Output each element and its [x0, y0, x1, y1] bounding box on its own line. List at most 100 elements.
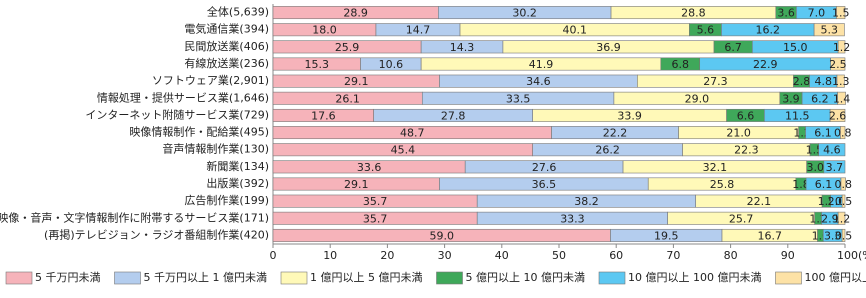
legend-item: 5 億円以上 10 億円未満 — [436, 271, 586, 285]
value-label: 29.0 — [685, 92, 710, 105]
category-label: 映像・音声・文字情報制作に附帯するサービス業(171) — [0, 210, 269, 224]
value-label: 2.8 — [793, 75, 811, 88]
value-label: 25.7 — [729, 212, 754, 225]
category-label: 情報処理・提供サービス業(1,646) — [97, 90, 269, 104]
bar-segment — [840, 177, 846, 191]
x-tick-label: 30 — [438, 249, 452, 262]
value-label: 27.6 — [532, 161, 557, 174]
value-label: 33.3 — [560, 212, 585, 225]
value-label: 2.5 — [829, 58, 847, 71]
value-label: 28.8 — [681, 7, 706, 20]
value-label: 3.7 — [826, 161, 844, 174]
value-label: 1.2 — [833, 212, 851, 225]
value-label: 3.9 — [782, 92, 800, 105]
category-label: インターネット附随サービス業(729) — [85, 107, 269, 121]
value-label: 7.0 — [808, 7, 826, 20]
value-label: 6.8 — [672, 58, 690, 71]
value-label: 22.9 — [753, 58, 778, 71]
category-label: 映像情報制作・配給業(495) — [129, 125, 269, 139]
value-label: 25.8 — [710, 178, 735, 191]
legend-item: 5 千万円以上 1 億円未満 — [114, 271, 268, 285]
value-label: 30.2 — [512, 7, 537, 20]
bar-segment — [836, 74, 845, 88]
bar-segment — [837, 91, 846, 105]
legend-swatch — [114, 271, 141, 285]
x-tick-label: 40 — [495, 249, 509, 262]
value-label: 6.6 — [737, 109, 755, 122]
x-tick-label: 20 — [380, 249, 394, 262]
value-label: 38.2 — [574, 195, 599, 208]
value-label: 15.0 — [783, 41, 808, 54]
x-tick-label: 100(%) — [837, 249, 866, 262]
value-label: 15.3 — [305, 58, 330, 71]
value-label: 16.2 — [756, 24, 781, 37]
value-label: 14.7 — [406, 24, 431, 37]
value-label: 17.6 — [311, 109, 336, 122]
bar-segment — [830, 57, 846, 71]
x-tick-label: 0 — [270, 249, 277, 262]
legend-label: 10 億円以上 100 億円未満 — [628, 271, 761, 284]
value-label: 5.6 — [697, 24, 715, 37]
x-tick-label: 60 — [609, 249, 623, 262]
category-label: (再掲)テレビジョン・ラジオ番組制作業(420) — [44, 227, 269, 241]
value-label: 2.6 — [829, 109, 847, 122]
category-label: 出版業(392) — [206, 176, 269, 190]
value-label: 32.1 — [703, 161, 728, 174]
value-label: 26.1 — [335, 92, 360, 105]
bar-segment — [836, 6, 846, 20]
legend-swatch — [775, 271, 802, 285]
value-label: 29.1 — [344, 75, 369, 88]
value-label: 27.3 — [703, 75, 728, 88]
bar-segment — [813, 23, 845, 37]
value-label: 45.4 — [391, 144, 416, 157]
value-label: 28.9 — [343, 7, 368, 20]
bar-segment — [840, 126, 846, 140]
value-label: 22.3 — [734, 144, 759, 157]
value-label: 59.0 — [429, 229, 454, 242]
legend-label: 5 千万円以上 1 億円未満 — [144, 271, 268, 284]
category-label: 電気通信業(394) — [184, 22, 269, 36]
value-label: 0.8 — [834, 127, 852, 140]
legend-label: 5 千万円未満 — [35, 271, 101, 284]
value-label: 18.0 — [312, 24, 337, 37]
value-label: 6.2 — [811, 92, 829, 105]
value-label: 22.2 — [603, 127, 628, 140]
value-label: 6.1 — [815, 178, 833, 191]
bar-segment — [841, 194, 846, 208]
value-label: 1.2 — [833, 41, 851, 54]
value-label: 16.7 — [758, 229, 783, 242]
value-label: 10.6 — [379, 58, 404, 71]
value-label: 34.6 — [526, 75, 551, 88]
value-label: 0.8 — [835, 178, 853, 191]
x-tick-label: 10 — [323, 249, 337, 262]
category-label: 音声情報制作業(130) — [162, 142, 269, 156]
value-label: 35.7 — [363, 195, 388, 208]
legend-item: 5 千万円未満 — [5, 271, 101, 285]
value-label: 3.3 — [824, 229, 842, 242]
legend-label: 100 億円以上 — [804, 271, 866, 284]
value-label: 4.6 — [823, 144, 841, 157]
value-label: 33.9 — [617, 109, 642, 122]
bar-segment — [841, 228, 846, 242]
value-label: 33.6 — [357, 161, 382, 174]
value-label: 2.0 — [828, 195, 846, 208]
x-tick-label: 70 — [666, 249, 680, 262]
category-label: 民間放送業(406) — [184, 39, 269, 53]
value-label: 22.1 — [747, 195, 772, 208]
value-label: 0.5 — [835, 195, 853, 208]
category-label: 全体(5,639) — [207, 5, 269, 19]
value-label: 1.5 — [832, 7, 850, 20]
value-label: 3.6 — [777, 7, 795, 20]
bar-segment — [829, 108, 846, 122]
x-tick-label: 80 — [724, 249, 738, 262]
value-label: 2.9 — [821, 212, 839, 225]
legend-swatch — [436, 271, 463, 285]
value-label: 25.9 — [335, 41, 360, 54]
bar-segment — [818, 143, 846, 157]
value-label: 3.0 — [807, 161, 825, 174]
value-label: 4.8 — [815, 75, 833, 88]
legend-swatch — [5, 271, 33, 285]
legend-label: 5 億円以上 10 億円未満 — [466, 271, 586, 284]
legend-swatch — [598, 271, 626, 285]
category-label: ソフトウェア業(2,901) — [152, 74, 269, 87]
